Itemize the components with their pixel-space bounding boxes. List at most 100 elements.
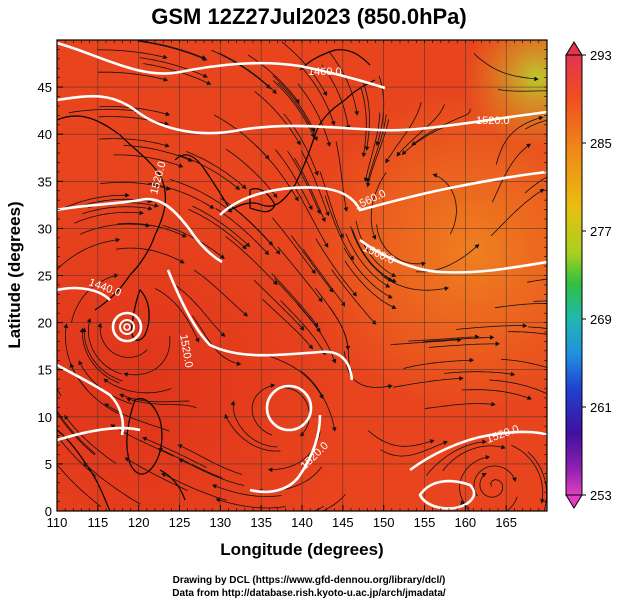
streamline <box>272 217 316 274</box>
streamline-arrowhead <box>157 447 163 453</box>
streamline-arrowhead <box>474 244 480 249</box>
streamline-arrowhead <box>227 208 233 213</box>
contour-label: 1520.0 <box>177 333 195 368</box>
streamline <box>300 370 336 431</box>
streamline-arrowhead <box>161 472 167 478</box>
streamline-arrowhead <box>162 54 168 60</box>
streamline-arrowhead <box>491 401 496 407</box>
streamline-arrowhead <box>202 56 208 61</box>
streamline <box>319 171 344 239</box>
colorbar-ticks: 293 285 277 269 261 253 <box>582 48 612 503</box>
streamline-arrowhead <box>331 120 336 126</box>
streamline-arrowhead <box>245 242 251 248</box>
streamline <box>385 102 422 163</box>
streamline <box>57 411 96 456</box>
streamline-arrowhead <box>311 127 316 133</box>
streamline <box>154 288 200 342</box>
streamline <box>126 398 197 409</box>
streamline-arrowhead <box>318 297 323 303</box>
streamline-arrowhead <box>267 467 273 473</box>
streamline <box>315 238 357 297</box>
streamline <box>280 300 326 355</box>
streamline-arrowhead <box>81 327 87 333</box>
streamline <box>283 113 319 176</box>
y-tick-label: 25 <box>38 269 52 284</box>
streamline <box>426 441 486 476</box>
streamline-arrowhead <box>103 378 109 383</box>
y-tick-label: 0 <box>45 504 52 519</box>
streamline <box>335 141 348 212</box>
streamline-arrowhead <box>273 193 278 199</box>
streamline-arrowhead <box>540 498 545 504</box>
streamline-arrowhead <box>220 332 226 337</box>
streamline <box>403 359 474 369</box>
streamline-arrowhead <box>86 318 92 323</box>
streamline-arrowhead <box>469 358 475 363</box>
streamline <box>300 150 329 216</box>
streamline-arrowhead <box>165 186 171 191</box>
x-tick-label: 135 <box>250 515 272 530</box>
x-tick-label: 165 <box>495 515 517 530</box>
streamline-arrowhead <box>314 322 319 328</box>
streamline <box>367 430 434 447</box>
y-axis-label: Latitude (degrees) <box>5 201 24 348</box>
streamline <box>527 451 547 511</box>
y-tick-label: 15 <box>38 363 52 378</box>
streamline <box>103 378 172 394</box>
streamline <box>360 86 367 157</box>
streamline <box>498 89 547 92</box>
streamline-arrowhead <box>460 500 465 506</box>
streamline <box>247 54 300 104</box>
streamline-arrowhead <box>361 152 367 158</box>
contour-japan-loop <box>219 170 547 216</box>
typhoon-contour-outer <box>111 311 143 343</box>
credit-data: Data from http://database.rish.kyoto-u.a… <box>172 588 446 599</box>
streamline <box>179 458 245 486</box>
streamline-arrowhead <box>553 395 557 398</box>
colorbar-tick-label: 261 <box>590 400 612 415</box>
streamline <box>137 40 206 60</box>
streamline <box>81 328 120 384</box>
streamline <box>428 343 500 348</box>
streamline-arrowhead <box>242 244 247 250</box>
streamline <box>396 104 445 157</box>
streamline <box>381 274 449 291</box>
streamline-arrowhead <box>243 312 248 317</box>
streamline-arrowhead <box>325 211 330 217</box>
streamline-arrowhead <box>164 143 170 148</box>
streamline <box>175 285 226 337</box>
streamline-arrowhead <box>459 376 464 381</box>
streamline-arrowhead <box>542 512 546 516</box>
streamline-arrowhead <box>385 283 391 288</box>
plot-area: 1460.0 1520.0 1520.0 1560.0 1560.0 1440.… <box>57 40 557 516</box>
x-tick-label: 150 <box>373 515 395 530</box>
streamline <box>57 239 120 270</box>
streamline-arrowhead <box>512 477 517 482</box>
streamline-arrowhead <box>391 304 397 310</box>
y-tick-label: 10 <box>38 410 52 425</box>
y-axis-ticks: 0 5 10 15 20 25 30 35 40 45 <box>38 39 547 519</box>
streamline-arrowhead <box>314 171 319 176</box>
streamline-arrowhead <box>104 403 110 408</box>
streamline-arrowhead <box>119 393 125 398</box>
streamline <box>161 473 228 501</box>
streamline-arrowhead <box>343 207 349 212</box>
streamline-arrowhead <box>510 371 516 377</box>
colorbar-tick-label: 277 <box>590 224 612 239</box>
colorbar: 293 285 277 269 261 253 <box>565 41 612 509</box>
streamline <box>218 52 277 94</box>
contour-low-south <box>249 414 322 494</box>
y-tick-label: 40 <box>38 127 52 142</box>
streamline-arrowhead <box>203 73 208 78</box>
streamline <box>390 339 461 346</box>
streamline-arrowhead <box>230 400 235 406</box>
streamline <box>271 273 319 327</box>
streamline <box>355 220 396 277</box>
streamline-arrowhead <box>321 217 326 223</box>
streamline-arrowhead <box>319 394 324 400</box>
x-tick-label: 155 <box>414 515 436 530</box>
streamline <box>527 278 547 283</box>
streamline <box>178 444 243 475</box>
streamline <box>188 208 247 250</box>
streamline-arrowhead <box>272 89 277 94</box>
